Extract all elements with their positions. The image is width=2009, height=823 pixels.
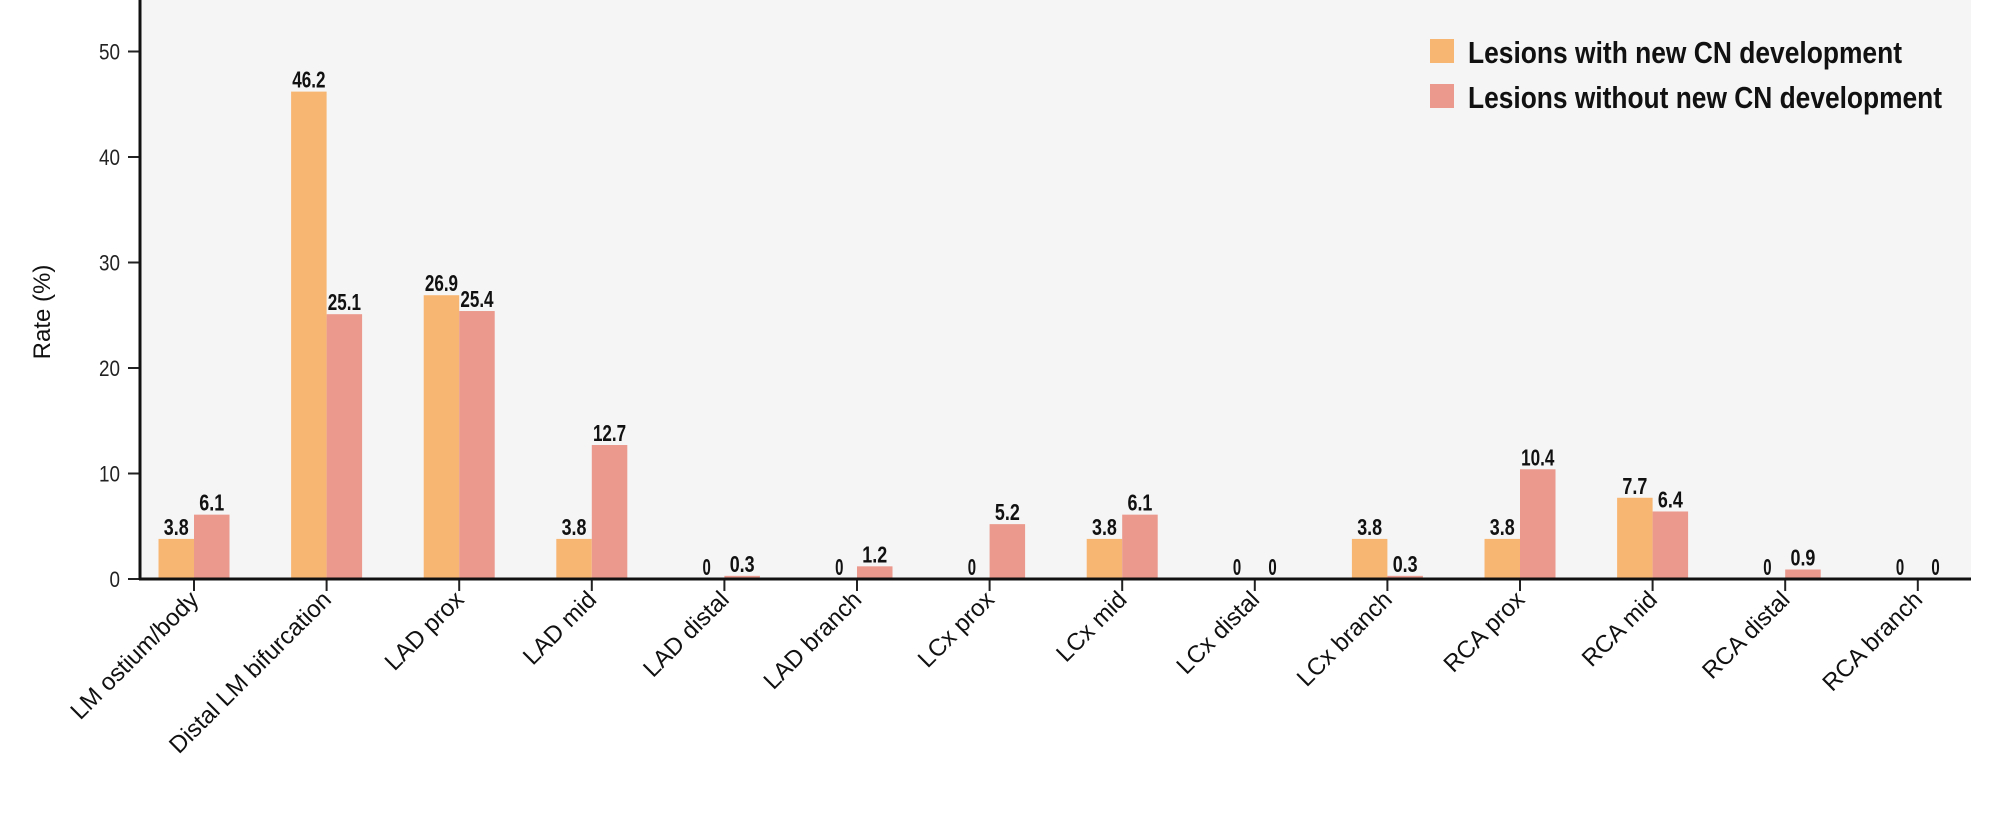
x-tick-label: LCx prox [913, 586, 1000, 673]
data-label: 6.4 [1658, 486, 1683, 512]
bar-without-cn [1520, 469, 1556, 579]
legend-label: Lesions without new CN development [1468, 80, 1942, 115]
data-label: 0 [1896, 554, 1904, 580]
bar-without-cn [194, 514, 230, 579]
x-tick-label: LCx branch [1292, 586, 1398, 692]
data-label: 7.7 [1622, 473, 1647, 499]
y-tick-label: 50 [99, 40, 120, 65]
y-tick-label: 0 [110, 567, 121, 592]
data-label: 6.1 [1128, 490, 1153, 516]
x-tick-label: RCA branch [1817, 586, 1928, 697]
bar-without-cn [724, 575, 760, 579]
bar-with-cn [1617, 497, 1653, 579]
bar-without-cn [1387, 575, 1423, 579]
data-label: 0.3 [1393, 551, 1418, 577]
x-tick-label: RCA prox [1439, 586, 1531, 678]
data-label: 25.1 [328, 289, 361, 315]
data-label: 0 [1233, 554, 1241, 580]
y-tick-label: 40 [99, 145, 120, 170]
y-tick-label: 30 [99, 251, 120, 276]
x-tick-label: RCA distal [1697, 586, 1795, 684]
data-label: 0 [703, 554, 711, 580]
data-label: 26.9 [425, 270, 458, 296]
bar-with-cn [1351, 538, 1388, 579]
legend-swatch [1430, 84, 1454, 108]
data-label: 6.1 [199, 490, 224, 516]
bar-with-cn [423, 295, 460, 579]
legend: Lesions with new CN development Lesions w… [1430, 35, 1942, 115]
data-label: 0.3 [730, 551, 755, 577]
y-axis-label: Rate (%) [29, 265, 56, 360]
data-label: 0 [835, 554, 843, 580]
data-label: 3.8 [1092, 514, 1117, 540]
legend-label: Lesions with new CN development [1468, 35, 1902, 70]
data-label: 0.9 [1791, 545, 1816, 571]
bar-with-cn [1086, 538, 1123, 579]
data-label: 12.7 [593, 420, 626, 446]
bar-with-cn [158, 538, 194, 579]
bar-with-cn [1484, 538, 1520, 579]
data-label: 3.8 [1490, 514, 1515, 540]
data-label: 25.4 [460, 286, 493, 312]
bar-without-cn [1785, 569, 1821, 579]
x-tick-label: LAD prox [380, 586, 470, 676]
bar-without-cn [989, 524, 1026, 579]
data-label: 0 [1763, 554, 1771, 580]
bar-without-cn [857, 566, 893, 579]
x-tick-label: LAD branch [759, 586, 868, 695]
bar-without-cn [1652, 511, 1689, 579]
bar-without-cn [1122, 514, 1158, 579]
x-tick-label: LCx mid [1051, 586, 1132, 667]
bar-with-cn [556, 538, 592, 579]
y-tick-label: 10 [99, 462, 120, 487]
bar-without-cn [459, 311, 495, 579]
x-tick-label: LM ostium/body [65, 586, 204, 725]
data-label: 5.2 [995, 499, 1020, 525]
y-tick-label: 20 [99, 356, 120, 381]
data-label: 1.2 [862, 541, 887, 567]
data-label: 0 [1931, 554, 1939, 580]
data-label: 46.2 [292, 67, 325, 93]
bar-without-cn [326, 314, 363, 579]
bar-with-cn [291, 91, 327, 579]
data-label: 10.4 [1521, 444, 1554, 470]
data-label: 0 [968, 554, 976, 580]
data-label: 3.8 [1357, 514, 1382, 540]
x-tick-label: LAD distal [638, 586, 734, 682]
legend-swatch [1430, 39, 1454, 63]
bar-without-cn [591, 445, 628, 579]
data-label: 3.8 [562, 514, 587, 540]
x-tick-label: LAD mid [518, 586, 602, 670]
x-tick-label: RCA mid [1577, 586, 1663, 672]
data-label: 0 [1268, 554, 1276, 580]
data-label: 3.8 [164, 514, 189, 540]
x-tick-label: LCx distal [1171, 586, 1265, 680]
